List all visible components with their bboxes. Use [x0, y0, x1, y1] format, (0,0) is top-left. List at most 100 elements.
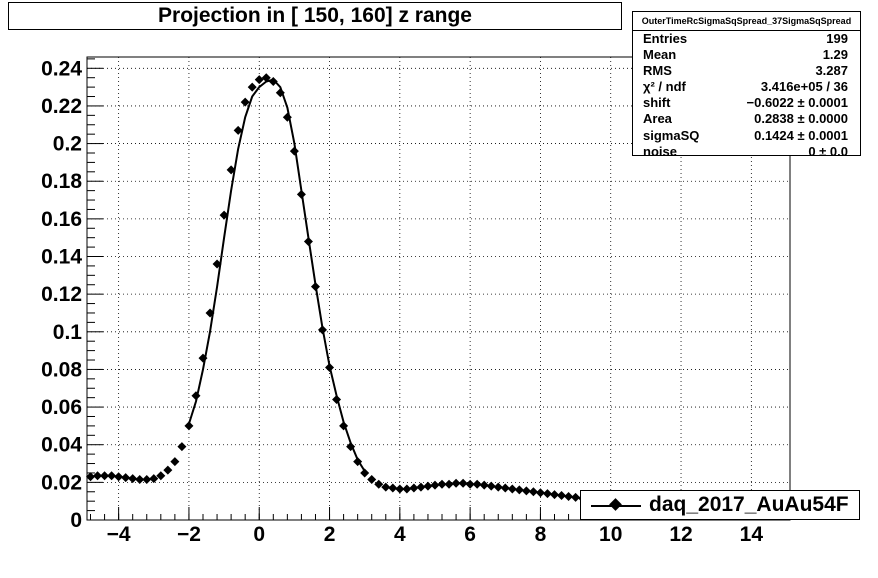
data-point	[486, 481, 496, 491]
data-point	[240, 97, 250, 107]
data-point	[395, 484, 405, 494]
stats-rows: Entries 199 Mean 1.29 RMS 3.287 χ² / ndf 3.416e…	[633, 31, 860, 160]
y-tick-label: 0.1	[53, 321, 83, 344]
stats-row: Entries 199	[633, 31, 860, 47]
data-point	[507, 484, 517, 494]
stats-row: shift −0.6022 ± 0.0001	[633, 95, 860, 111]
data-point	[184, 421, 194, 431]
y-tick-label: 0.18	[41, 170, 82, 193]
data-point	[128, 474, 138, 484]
stats-box: OuterTimeRcSigmaSqSpread_37SigmaSqSpread…	[632, 11, 861, 159]
data-point	[479, 480, 489, 490]
data-point	[388, 483, 398, 493]
data-point	[254, 75, 264, 85]
stats-value: 199	[826, 31, 848, 46]
data-point	[100, 471, 110, 481]
data-point	[374, 479, 384, 489]
stats-title: OuterTimeRcSigmaSqSpread_37SigmaSqSpread	[633, 12, 860, 31]
y-tick-label: 0.08	[41, 358, 82, 381]
data-point	[142, 475, 152, 485]
y-axis: 0 0.02 0.04 0.06 0.08 0.1 0.12 0.14 0.16 0.18 0.2 0…	[41, 57, 103, 532]
data-point	[528, 487, 538, 497]
data-point	[163, 465, 173, 475]
y-tick-label: 0.22	[41, 95, 82, 118]
data-point	[465, 479, 475, 489]
data-point	[458, 478, 468, 488]
stats-label: Mean	[643, 47, 677, 63]
data-point	[514, 485, 524, 495]
stats-label: noise	[643, 143, 677, 159]
y-tick-label: 0.24	[41, 57, 82, 80]
data-point	[86, 472, 96, 482]
stats-label: χ² / ndf	[643, 79, 686, 95]
plot-frame	[86, 56, 791, 521]
data-point	[402, 484, 412, 494]
y-tick-label: 0.12	[41, 283, 82, 306]
stats-label: shift	[643, 95, 671, 111]
y-tick-label: 0.2	[53, 133, 82, 156]
data-point	[444, 479, 454, 489]
data-point	[451, 478, 461, 488]
data-point	[564, 491, 574, 501]
data-point	[472, 479, 482, 489]
data-point	[114, 472, 124, 482]
data-point	[535, 488, 545, 498]
stats-value: 0.2838 ± 0.0000	[754, 111, 848, 127]
data-point	[557, 491, 567, 501]
stats-value: 3.287	[815, 63, 848, 79]
data-point	[121, 473, 131, 483]
data-point	[135, 475, 145, 485]
y-tick-label: 0	[70, 509, 82, 532]
data-point	[247, 82, 257, 92]
x-axis: −4 −2 0 2 4 6 8 10 12 14	[90, 507, 780, 546]
data-point	[500, 483, 510, 493]
data-point	[156, 471, 166, 481]
data-point	[177, 442, 187, 452]
stats-row: Area 0.2838 ± 0.0000	[633, 111, 860, 127]
legend-label: daq_2017_AuAu54F	[649, 493, 849, 516]
stats-value: 3.416e+05 / 36	[760, 79, 848, 95]
data-point	[493, 482, 503, 492]
data-point	[381, 482, 391, 492]
data-point	[360, 468, 370, 478]
y-tick-label: 0.04	[41, 434, 82, 457]
fit-curve-line	[187, 78, 366, 472]
data-series	[86, 73, 609, 506]
data-point	[521, 486, 531, 496]
x-tick-label: 8	[535, 523, 547, 546]
chart-title: Projection in [ 150, 160] z range	[8, 2, 622, 30]
x-tick-label: 14	[740, 523, 764, 546]
data-point	[423, 481, 433, 491]
data-point	[107, 471, 117, 481]
x-tick-label: 4	[394, 523, 406, 546]
data-point	[430, 480, 440, 490]
x-tick-label: 12	[669, 523, 692, 546]
stats-label: Entries	[643, 31, 688, 46]
y-tick-label: 0.06	[41, 396, 82, 419]
stats-row: RMS 3.287	[633, 63, 860, 79]
data-point	[409, 483, 419, 493]
data-point	[149, 474, 159, 484]
data-point	[542, 489, 552, 499]
stats-value: 1.29	[822, 47, 848, 63]
data-point	[549, 490, 559, 500]
x-tick-label: 2	[324, 523, 336, 546]
stats-row: sigmaSQ 0.1424 ± 0.0001	[633, 128, 860, 144]
legend: daq_2017_AuAu54F	[580, 490, 860, 520]
stats-row: χ² / ndf 3.416e+05 / 36	[633, 79, 860, 95]
stats-label: Area	[643, 111, 672, 127]
data-point	[367, 475, 377, 485]
x-tick-label: 6	[464, 523, 476, 546]
data-point	[571, 492, 581, 502]
stats-row: noise 0 ± 0.0	[633, 144, 860, 160]
x-tick-label: 10	[599, 523, 622, 546]
data-point	[233, 125, 243, 135]
stats-row: Mean 1.29	[633, 47, 860, 63]
x-tick-label: 0	[253, 523, 265, 546]
legend-diamond-icon	[609, 498, 622, 511]
y-tick-label: 0.16	[41, 208, 82, 231]
data-point	[170, 457, 180, 467]
stats-label: RMS	[643, 63, 672, 79]
x-tick-label: −4	[107, 523, 131, 546]
